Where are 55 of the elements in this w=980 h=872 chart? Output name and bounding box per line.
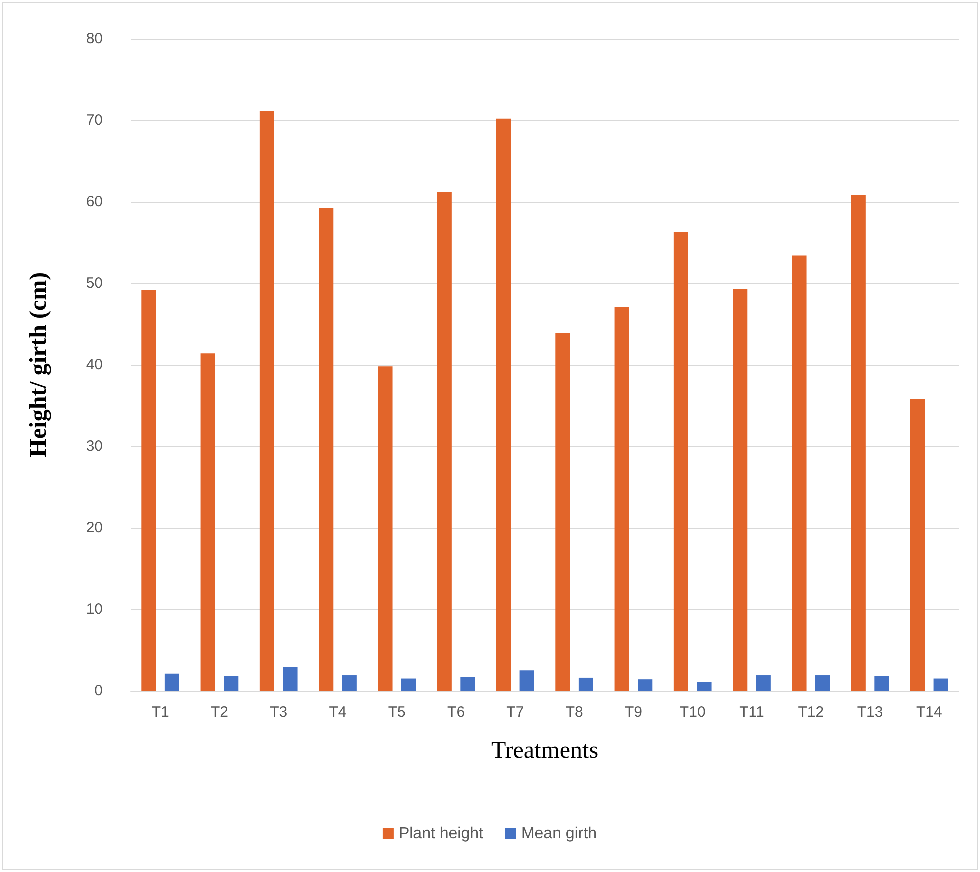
y-axis-title: Height/ girth (cm) bbox=[26, 272, 52, 458]
bar bbox=[460, 677, 476, 691]
y-tick-label: 60 bbox=[86, 194, 103, 210]
legend-label: Plant height bbox=[398, 826, 484, 842]
bar bbox=[142, 290, 156, 691]
bar bbox=[638, 680, 653, 691]
x-tick-label: T5 bbox=[388, 704, 406, 721]
x-tick-label: T8 bbox=[566, 704, 584, 721]
x-tick-label: T1 bbox=[152, 704, 170, 721]
bar bbox=[437, 192, 452, 691]
x-tick-label: T14 bbox=[916, 704, 942, 721]
bar bbox=[496, 118, 512, 691]
bar bbox=[792, 256, 807, 691]
bar bbox=[402, 678, 416, 691]
bar bbox=[260, 112, 274, 691]
legend-label: Mean girth bbox=[521, 826, 598, 842]
x-tick-label: T11 bbox=[740, 704, 764, 721]
bar bbox=[200, 354, 216, 691]
y-tick-label: 0 bbox=[94, 682, 103, 700]
x-tick-label: T9 bbox=[624, 704, 642, 721]
bar bbox=[733, 289, 748, 691]
bar bbox=[756, 676, 771, 691]
x-tick-label: T3 bbox=[270, 704, 288, 721]
y-tick-label: 40 bbox=[86, 356, 103, 374]
y-tick-label: 20 bbox=[86, 520, 103, 536]
y-tick-label: 10 bbox=[86, 601, 103, 618]
bar bbox=[697, 682, 712, 691]
bar bbox=[874, 676, 890, 691]
x-axis-title: Treatments bbox=[491, 738, 599, 764]
x-tick-label: T12 bbox=[798, 704, 824, 721]
bar bbox=[934, 678, 948, 691]
bar bbox=[851, 195, 866, 691]
bar bbox=[614, 307, 630, 691]
x-tick-label: T2 bbox=[210, 704, 228, 721]
x-tick-label: T10 bbox=[680, 704, 706, 721]
x-tick-label: T7 bbox=[506, 704, 524, 721]
bar bbox=[342, 676, 357, 691]
y-tick-label: 50 bbox=[86, 275, 103, 292]
x-tick-label: T6 bbox=[448, 704, 466, 721]
bar bbox=[319, 208, 334, 691]
x-tick-label: T4 bbox=[329, 704, 347, 721]
y-tick-label: 70 bbox=[86, 112, 103, 129]
bar bbox=[378, 366, 393, 691]
y-tick-label: 30 bbox=[86, 438, 103, 455]
bar bbox=[578, 678, 594, 691]
bar bbox=[224, 676, 239, 691]
bar bbox=[283, 667, 298, 691]
bar bbox=[520, 670, 534, 691]
bar bbox=[164, 674, 180, 691]
bar bbox=[674, 232, 688, 691]
bar bbox=[816, 676, 830, 691]
y-tick-label: 80 bbox=[86, 30, 103, 48]
x-tick-label: T13 bbox=[857, 704, 884, 721]
bar bbox=[910, 399, 926, 691]
bar bbox=[556, 333, 570, 691]
